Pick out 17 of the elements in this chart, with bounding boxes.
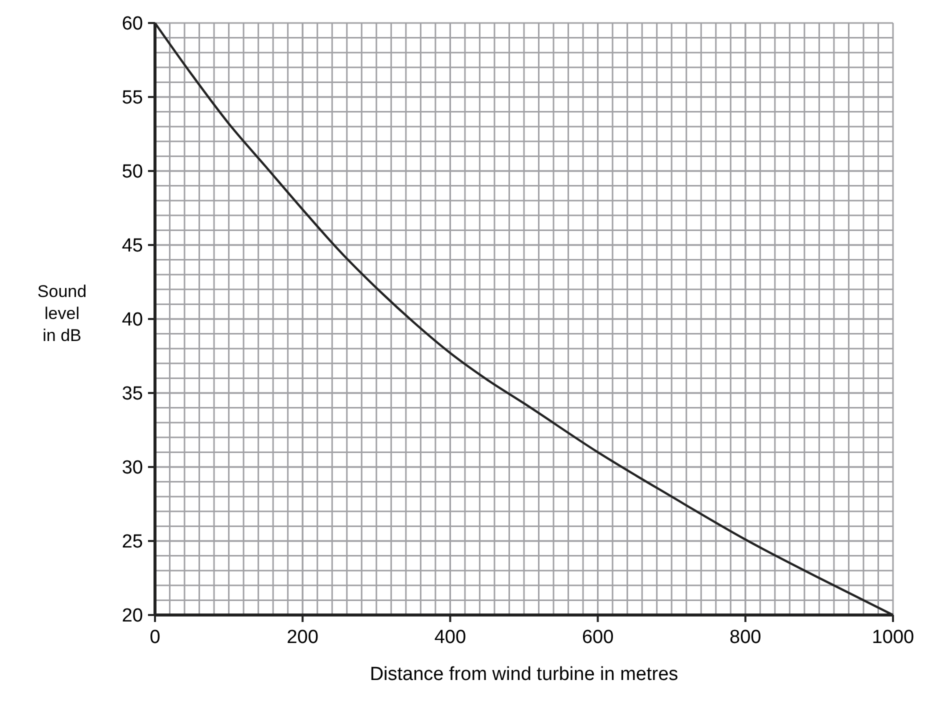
y-axis-title: Sound level in dB xyxy=(37,282,87,345)
x-tick-label: 400 xyxy=(434,627,466,648)
y-tick-label: 45 xyxy=(122,236,143,257)
y-tick-label: 30 xyxy=(122,458,143,479)
x-tick-label: 800 xyxy=(730,627,762,648)
y-tick-label: 50 xyxy=(122,162,143,183)
x-tick-label: 0 xyxy=(150,627,160,648)
y-tick-label: 20 xyxy=(122,606,143,627)
y-tick-label: 40 xyxy=(122,310,143,331)
y-tick-label: 55 xyxy=(122,88,143,109)
y-tick-label: 35 xyxy=(122,384,143,405)
y-tick-label: 25 xyxy=(122,532,143,553)
x-tick-label: 600 xyxy=(582,627,614,648)
x-tick-label: 200 xyxy=(286,627,318,648)
x-tick-label: 1000 xyxy=(872,627,914,648)
x-axis-title: Distance from wind turbine in metres xyxy=(370,664,678,685)
y-tick-label: 60 xyxy=(122,14,143,35)
